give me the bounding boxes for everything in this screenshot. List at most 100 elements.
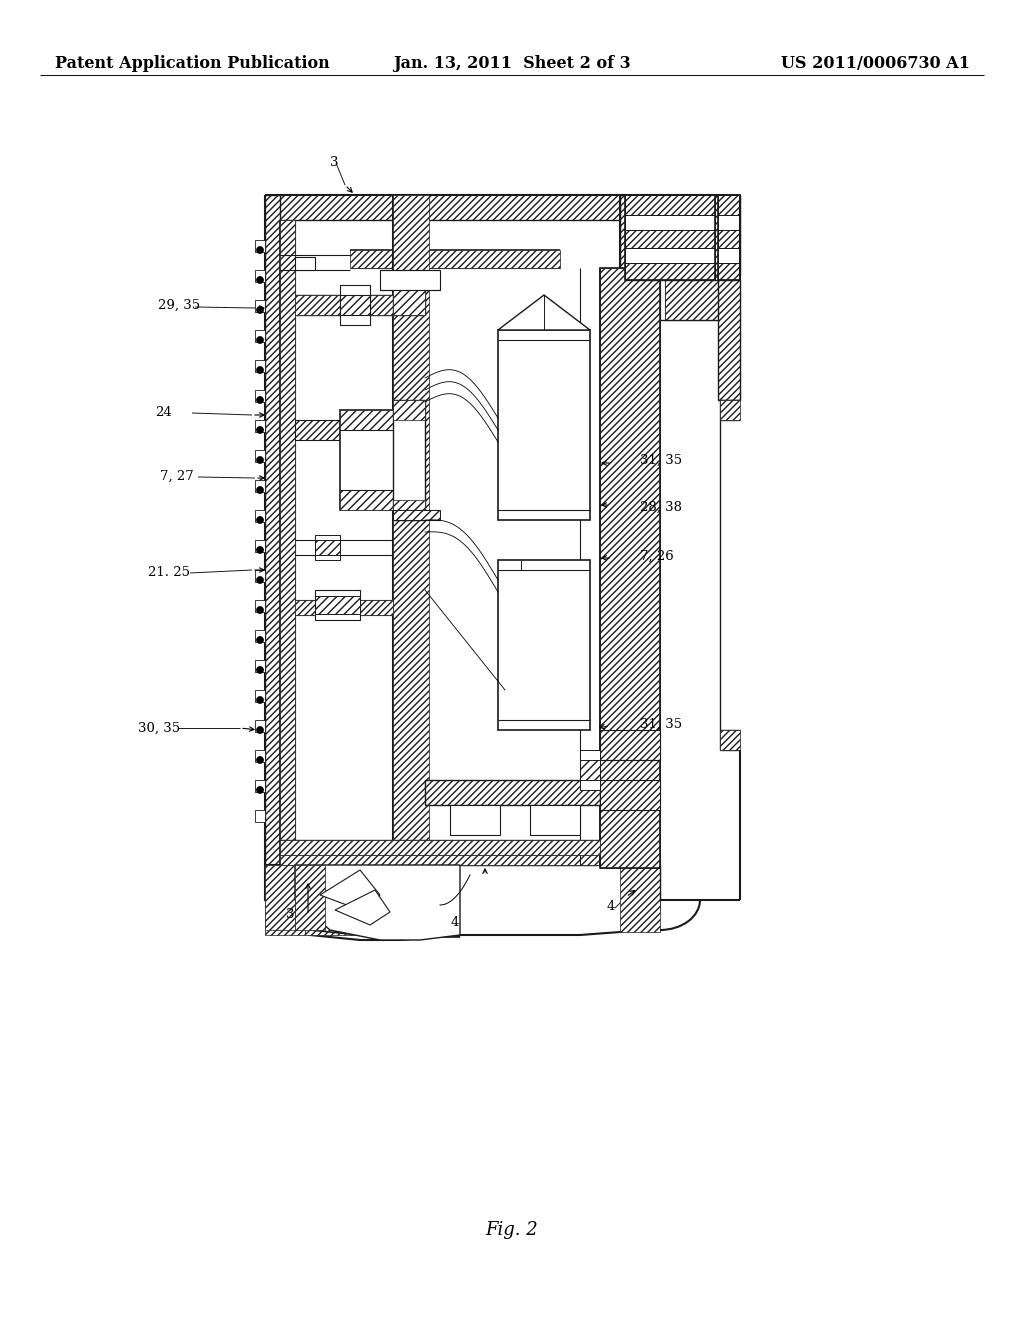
Bar [255, 420, 265, 432]
Bar [340, 490, 425, 510]
Bar [255, 480, 265, 492]
Text: 30, 35: 30, 35 [138, 722, 180, 734]
Bar [265, 195, 280, 865]
Bar [255, 450, 265, 462]
Bar [393, 400, 425, 420]
Bar [255, 630, 265, 642]
Bar [340, 285, 370, 325]
Bar [380, 271, 440, 290]
Bar [255, 750, 265, 762]
Bar [625, 195, 715, 280]
Bar [625, 263, 715, 280]
Bar [600, 730, 660, 760]
Text: 28, 38: 28, 38 [640, 500, 682, 513]
Bar [655, 224, 680, 240]
Circle shape [256, 457, 263, 463]
Polygon shape [498, 294, 590, 330]
Circle shape [256, 367, 263, 374]
Bar [718, 215, 740, 230]
Bar [295, 257, 315, 271]
Text: 31, 35: 31, 35 [640, 718, 682, 730]
Bar [718, 195, 740, 215]
Bar [718, 280, 740, 400]
Bar [280, 220, 295, 865]
Bar [625, 215, 715, 230]
Bar [255, 300, 265, 312]
Bar [425, 780, 600, 805]
Bar [718, 280, 740, 400]
Circle shape [256, 636, 263, 644]
Text: 21. 25: 21. 25 [148, 565, 190, 578]
Circle shape [256, 606, 263, 614]
Polygon shape [319, 870, 380, 909]
Bar [255, 330, 265, 342]
Text: Fig. 2: Fig. 2 [485, 1221, 539, 1239]
Bar [255, 690, 265, 702]
Bar [255, 240, 265, 252]
Bar [620, 195, 720, 220]
Bar [305, 870, 385, 935]
Bar [255, 660, 265, 672]
Bar [625, 230, 715, 248]
Text: 24: 24 [155, 407, 172, 420]
Bar [665, 275, 720, 319]
Bar [625, 201, 655, 224]
Bar [620, 275, 660, 319]
Bar [600, 268, 660, 869]
Circle shape [256, 396, 263, 404]
Bar [718, 230, 740, 248]
Bar [498, 330, 590, 520]
Bar [625, 263, 715, 280]
Bar [393, 500, 425, 520]
Bar [255, 601, 265, 612]
Bar [295, 865, 325, 931]
Bar [393, 285, 425, 315]
Circle shape [256, 487, 263, 494]
Bar [620, 865, 660, 932]
Circle shape [256, 787, 263, 793]
Polygon shape [335, 890, 390, 925]
Circle shape [256, 577, 263, 583]
Bar [625, 195, 715, 215]
Bar [255, 271, 265, 282]
Text: 3: 3 [330, 157, 339, 169]
Bar [255, 389, 265, 403]
Bar [655, 240, 680, 252]
Text: 29, 35: 29, 35 [158, 298, 200, 312]
Bar [580, 760, 600, 780]
Bar [620, 195, 740, 275]
Circle shape [256, 726, 263, 734]
Bar [265, 195, 620, 220]
Text: 7, 27: 7, 27 [160, 470, 194, 483]
Bar [340, 294, 370, 315]
Bar [280, 840, 600, 855]
Bar [627, 224, 652, 240]
Text: 31, 35: 31, 35 [640, 454, 682, 466]
Bar [718, 248, 740, 263]
Text: 4: 4 [607, 900, 615, 913]
Bar [265, 195, 280, 865]
Circle shape [256, 426, 263, 433]
Bar [718, 263, 740, 280]
Bar [315, 540, 340, 554]
Bar [265, 865, 305, 935]
Bar [718, 230, 740, 248]
Bar [393, 195, 429, 865]
Bar [718, 263, 740, 280]
Bar [718, 215, 740, 230]
Bar [340, 411, 425, 430]
Bar [625, 230, 715, 248]
Bar [600, 780, 660, 810]
Bar [255, 540, 265, 552]
Circle shape [256, 516, 263, 524]
Text: Patent Application Publication: Patent Application Publication [55, 55, 330, 73]
Bar [625, 195, 715, 215]
Bar [295, 420, 393, 440]
Text: 4: 4 [451, 916, 459, 928]
Bar [625, 248, 715, 263]
Bar [498, 560, 590, 730]
Bar [315, 590, 360, 620]
Bar [393, 510, 440, 520]
Bar [530, 805, 580, 836]
Bar [660, 201, 690, 224]
